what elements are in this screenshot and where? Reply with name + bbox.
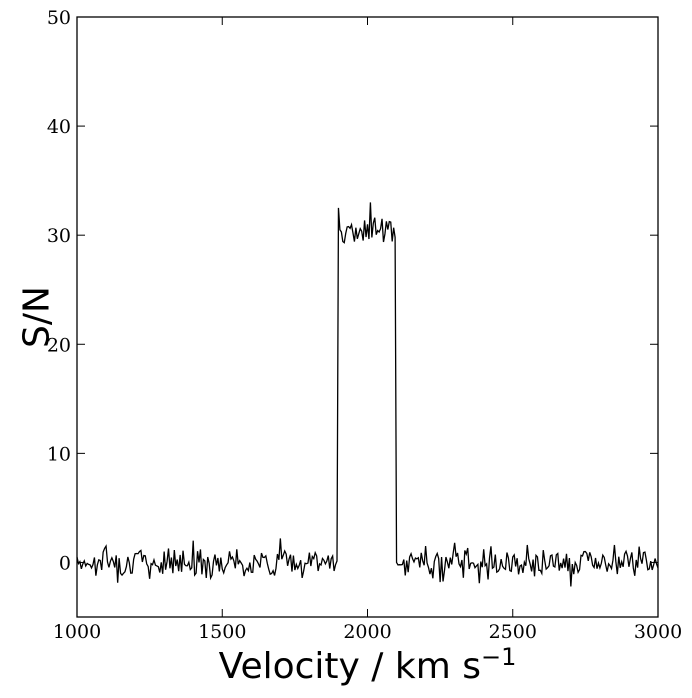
y-tick-label: 30 [47,225,71,247]
x-tick-label: 1500 [198,621,246,643]
plot-area [76,202,659,587]
x-tick-label: 3000 [634,621,682,643]
y-tick-label: 50 [47,7,71,29]
x-tick-label: 1000 [53,621,101,643]
series-line [76,202,659,587]
y-tick-label: 10 [47,443,71,465]
x-tick-label: 2500 [489,621,537,643]
y-axis-label: S/N [17,286,58,348]
axis-ticks: 1000 1500 2000 2500 3000 0 10 20 30 40 50 [47,7,682,643]
y-tick-label: 20 [47,334,71,356]
x-tick-label: 2000 [343,621,391,643]
plot-frame [76,16,659,618]
x-axis-label: Velocity / km s−1 [219,643,517,687]
y-tick-label: 0 [59,552,71,574]
y-tick-label: 40 [47,116,71,138]
